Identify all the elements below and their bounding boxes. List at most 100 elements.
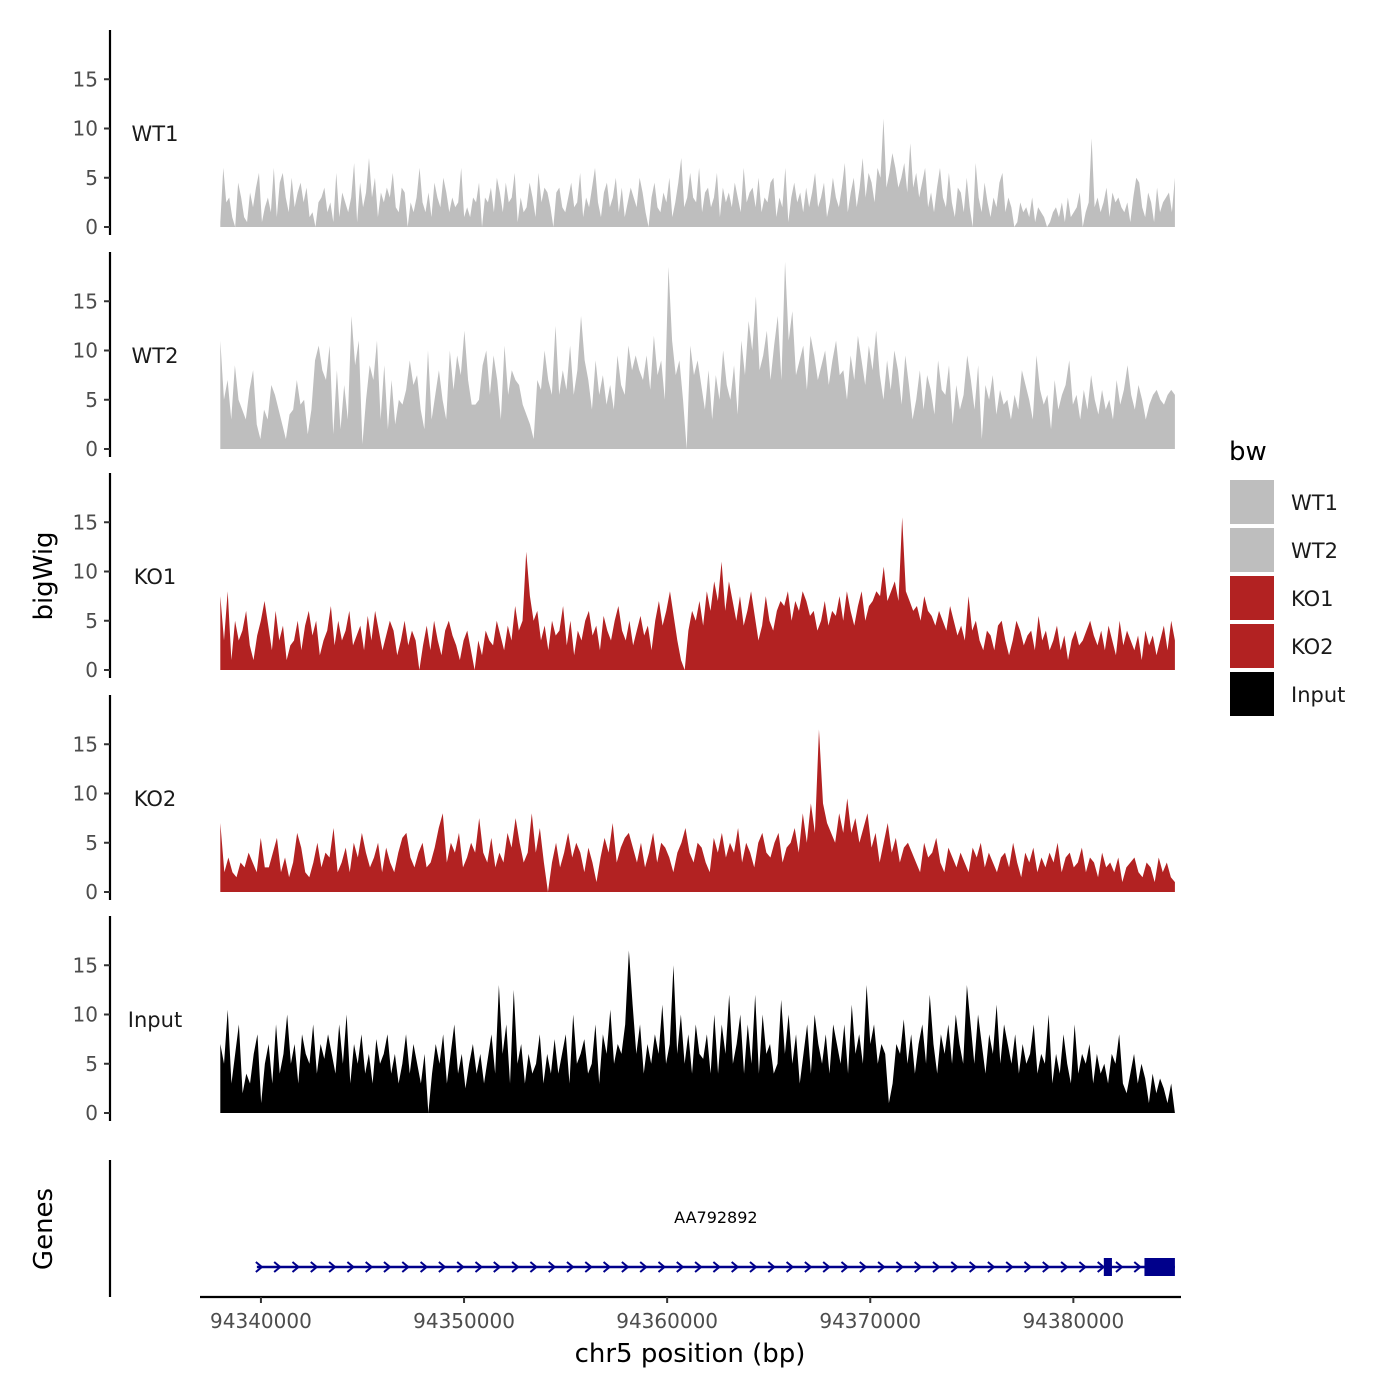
strand-arrow bbox=[621, 1261, 630, 1273]
strand-arrow bbox=[804, 1261, 813, 1273]
track-label: KO2 bbox=[134, 787, 177, 811]
y-tick-label: 15 bbox=[73, 732, 98, 756]
strand-arrow bbox=[493, 1261, 502, 1273]
y-tick-label: 10 bbox=[73, 117, 98, 141]
strand-arrow bbox=[383, 1261, 392, 1273]
strand-arrow bbox=[474, 1261, 484, 1273]
track-wt2: 0 5 10 15 WT2 bbox=[73, 252, 1175, 461]
strand-arrow bbox=[914, 1261, 923, 1273]
exon bbox=[1144, 1258, 1175, 1276]
strand-arrow bbox=[1042, 1261, 1051, 1273]
strand-arrow bbox=[950, 1261, 959, 1273]
strand-arrow bbox=[1097, 1261, 1106, 1273]
strand-arrow bbox=[932, 1261, 941, 1273]
legend-swatch-wt1 bbox=[1230, 480, 1274, 524]
legend-label-wt1: WT1 bbox=[1291, 491, 1338, 515]
legend-swatch-wt2 bbox=[1230, 528, 1274, 572]
y-tick-label: 15 bbox=[73, 510, 98, 534]
strand-arrow bbox=[584, 1261, 593, 1273]
y-tick-label: 0 bbox=[85, 437, 98, 461]
y-tick-label: 5 bbox=[85, 831, 98, 855]
legend-label-ko1: KO1 bbox=[1291, 587, 1334, 611]
strand-arrow bbox=[749, 1261, 758, 1273]
legend-swatch-input bbox=[1230, 672, 1274, 716]
strand-arrow bbox=[1115, 1261, 1124, 1273]
strand-arrow bbox=[877, 1261, 886, 1273]
strand-arrow bbox=[310, 1261, 319, 1273]
gene-track: AA792892 bbox=[108, 1160, 1175, 1297]
strand-arrow bbox=[438, 1261, 447, 1273]
exon bbox=[1103, 1258, 1112, 1276]
y-axis-title: bigWig bbox=[29, 531, 59, 620]
y-tick-label: 10 bbox=[73, 339, 98, 363]
strand-arrow bbox=[548, 1261, 557, 1273]
strand-arrow bbox=[822, 1261, 831, 1273]
strand-arrow bbox=[785, 1261, 795, 1273]
legend: bw WT1 WT2 KO1 KO2 Input bbox=[1229, 437, 1345, 716]
coverage-area-ko2 bbox=[220, 729, 1175, 892]
track-wt1: 0 5 10 15 WT1 bbox=[73, 30, 1175, 239]
strand-arrow bbox=[639, 1261, 648, 1273]
strand-arrow bbox=[694, 1261, 703, 1273]
y-tick-label: 0 bbox=[85, 215, 98, 239]
strand-arrow bbox=[1133, 1261, 1142, 1273]
legend-title: bw bbox=[1229, 437, 1267, 467]
legend-swatch-ko2 bbox=[1230, 624, 1274, 668]
strand-arrow bbox=[365, 1261, 374, 1273]
strand-arrow bbox=[273, 1261, 282, 1273]
strand-arrow bbox=[767, 1261, 776, 1273]
strand-arrow bbox=[1060, 1261, 1069, 1273]
y-tick-label: 15 bbox=[73, 67, 98, 91]
x-tick-label: 94360000 bbox=[616, 1309, 718, 1333]
gene-name: AA792892 bbox=[674, 1208, 757, 1227]
strand-arrow bbox=[328, 1261, 337, 1273]
strand-arrow bbox=[291, 1261, 301, 1273]
x-tick-label: 94350000 bbox=[413, 1309, 515, 1333]
coverage-area-ko1 bbox=[220, 517, 1175, 670]
coverage-area-wt1 bbox=[220, 118, 1175, 227]
strand-arrow bbox=[895, 1261, 904, 1273]
x-tick-label: 94370000 bbox=[819, 1309, 921, 1333]
strand-arrow bbox=[968, 1261, 978, 1273]
strand-arrow bbox=[419, 1261, 429, 1273]
coverage-area-wt2 bbox=[220, 261, 1175, 449]
y-tick-label: 15 bbox=[73, 289, 98, 313]
strand-arrow bbox=[859, 1261, 868, 1273]
x-axis: 94340000 94350000 94360000 94370000 94380000 bbox=[200, 1295, 1181, 1333]
y-tick-label: 15 bbox=[73, 953, 98, 977]
strand-arrow bbox=[346, 1261, 355, 1273]
strand-arrow bbox=[401, 1261, 410, 1273]
y-tick-label: 0 bbox=[85, 880, 98, 904]
strand-arrow bbox=[566, 1261, 575, 1273]
strand-arrow bbox=[840, 1261, 850, 1273]
track-label: WT1 bbox=[132, 122, 179, 146]
y-tick-label: 10 bbox=[73, 782, 98, 806]
track-label: Input bbox=[128, 1008, 182, 1032]
x-tick-label: 94340000 bbox=[210, 1309, 312, 1333]
strand-arrow bbox=[676, 1261, 685, 1273]
y-tick-label: 10 bbox=[73, 1003, 98, 1027]
track-label: WT2 bbox=[132, 344, 179, 368]
x-axis-title: chr5 position (bp) bbox=[575, 1339, 806, 1369]
x-tick-label: 94380000 bbox=[1022, 1309, 1124, 1333]
strand-arrow bbox=[712, 1261, 721, 1273]
track-input: 0 5 10 15 Input bbox=[73, 916, 1175, 1125]
strand-arrow bbox=[529, 1261, 538, 1273]
track-ko1: 0 5 10 15 KO1 bbox=[73, 473, 1175, 682]
strand-arrow bbox=[1078, 1261, 1087, 1273]
strand-arrow bbox=[511, 1261, 520, 1273]
y-tick-label: 5 bbox=[85, 166, 98, 190]
strand-arrow bbox=[456, 1261, 465, 1273]
y-tick-label: 5 bbox=[85, 1052, 98, 1076]
legend-swatch-ko1 bbox=[1230, 576, 1274, 620]
y-tick-label: 5 bbox=[85, 609, 98, 633]
strand-arrow bbox=[602, 1261, 612, 1273]
y-tick-label: 0 bbox=[85, 1101, 98, 1125]
track-label: KO1 bbox=[134, 565, 177, 589]
strand-arrow bbox=[1023, 1261, 1033, 1273]
gene-track-title: Genes bbox=[29, 1188, 59, 1270]
coverage-tracks: 0 5 10 15 WT1 0 5 10 15 WT2 0 5 10 15 KO1 0 5 10 15 KO2 0 5 10… bbox=[73, 30, 1175, 1125]
coverage-area-input bbox=[220, 950, 1175, 1113]
strand-arrow bbox=[731, 1261, 740, 1273]
track-ko2: 0 5 10 15 KO2 bbox=[73, 695, 1175, 904]
